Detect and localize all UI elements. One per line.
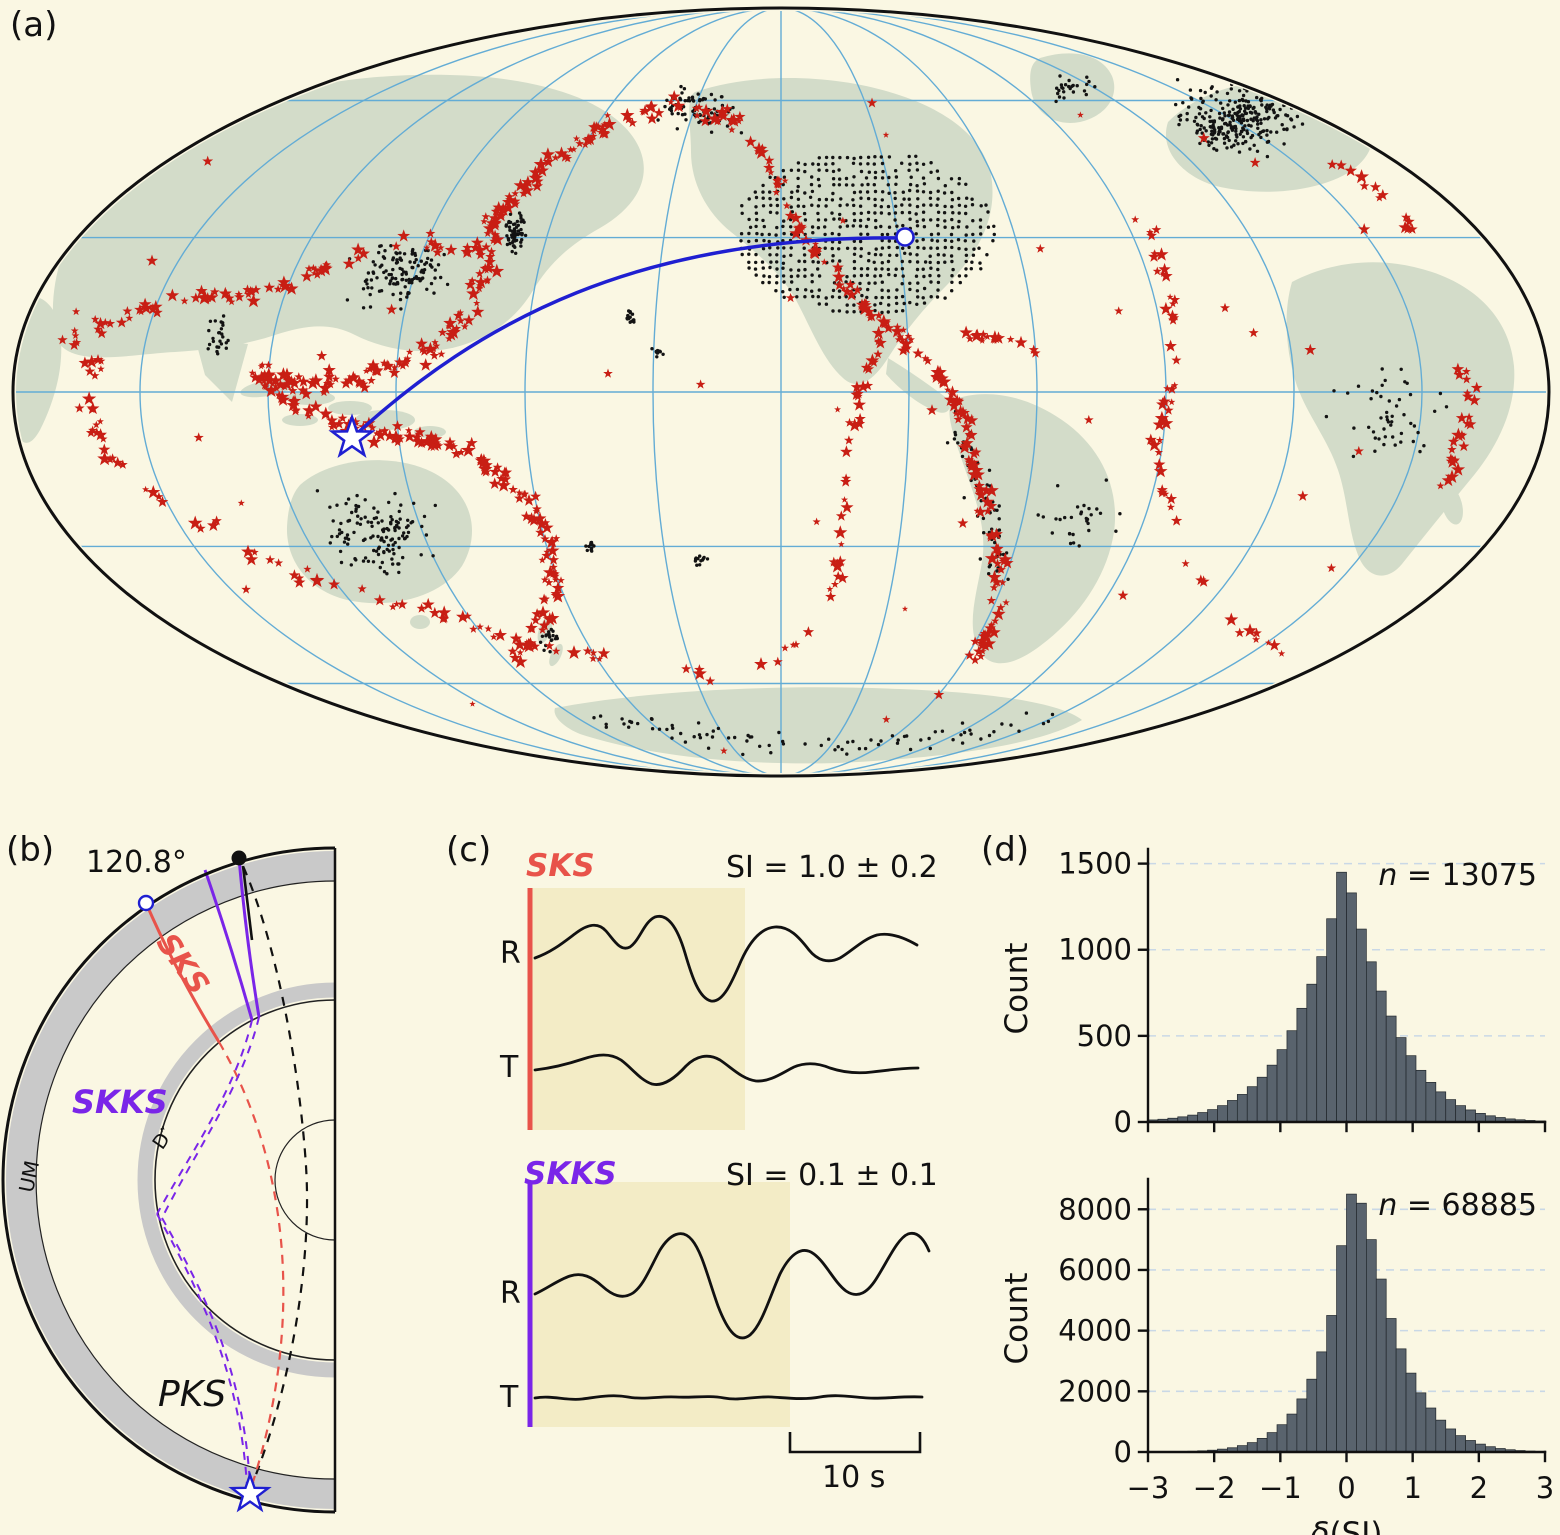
histogram-skks: 0 2000 4000 6000 8000 −3 −2 −1 0 1 2 3 Count n = 6888… [999,1177,1554,1535]
panel-d-label: (d) [981,830,1030,870]
y-axis-title: Count [999,942,1035,1034]
section-outline [1,846,336,1514]
panel-a-label: (a) [10,5,58,45]
panel-c-label: (c) [446,830,492,870]
station-dot [231,850,247,866]
d-double-prime-band [137,982,336,1378]
inner-core [274,1119,336,1241]
skks-si-value: SI = 0.1 ± 0.1 [726,1158,938,1193]
sample-count-annotation: n = 68885 [1378,1188,1537,1223]
sks-si-value: SI = 1.0 ± 0.2 [726,850,938,885]
y-axis-title: Count [999,1272,1035,1364]
svg-text:6000: 6000 [1058,1253,1132,1287]
svg-text:1500: 1500 [1058,847,1132,881]
radial-label-skks: R [500,1276,521,1311]
svg-text:0: 0 [1114,1105,1132,1139]
svg-text:1000: 1000 [1058,933,1132,967]
receiver-open-circle [137,894,155,912]
svg-text:0: 0 [1337,1471,1355,1505]
axes: 0 2000 4000 6000 8000 −3 −2 −1 0 1 2 3 [1058,1177,1554,1505]
radial-waveform-skks [533,1231,931,1340]
svg-text:−2: −2 [1193,1471,1236,1505]
time-scale-bar [788,1432,922,1454]
radial-label-sks: R [500,936,521,971]
svg-text:4000: 4000 [1058,1314,1132,1348]
upper-mantle-band [6,851,336,1509]
skks-ray-core [161,1016,260,1219]
x-axis-title: δ(SI) [1311,1516,1383,1535]
svg-text:500: 500 [1077,1019,1132,1053]
sks-window-highlight [532,888,745,1130]
earth-cross-section [1,846,337,1514]
skks-phase-label-section: SKKS [72,1083,168,1121]
map-outline [11,6,1551,778]
sample-count-annotation: n = 13075 [1378,858,1537,893]
svg-text:−1: −1 [1259,1471,1302,1505]
svg-text:1: 1 [1403,1471,1421,1505]
panel-b-label: (b) [6,830,55,870]
sks-phase-label-wave: SKS [526,848,595,884]
transverse-waveform-sks [533,1053,920,1086]
histogram-bars [1147,1193,1546,1453]
histogram-bars [1147,871,1546,1123]
radial-waveform-sks [533,914,919,1003]
skks-window-highlight [532,1182,790,1427]
svg-text:−3: −3 [1127,1471,1170,1505]
transverse-waveform-skks [533,1394,924,1401]
waveform-panel [527,888,931,1454]
world-map [11,6,1551,778]
transverse-label-skks: T [500,1380,519,1415]
svg-text:2: 2 [1470,1471,1488,1505]
receiver-circle-marker [895,227,915,247]
sks-ray [144,902,221,1043]
epicentral-distance-label: 120.8° [86,845,187,880]
transverse-label-sks: T [500,1050,519,1085]
svg-text:3: 3 [1536,1471,1554,1505]
svg-text:8000: 8000 [1058,1192,1132,1226]
svg-text:0: 0 [1114,1435,1132,1469]
svg-text:2000: 2000 [1058,1374,1132,1408]
great-circle-path [350,236,904,440]
histogram-sks: 0 500 1000 1500 Count n = 13075 [999,847,1547,1139]
pks-phase-label-section: PKS [158,1374,227,1415]
sks-ray-core [218,1041,285,1489]
skks-phase-label-wave: SKKS [524,1156,617,1192]
skks-ray [237,857,261,1018]
pks-ray [241,865,309,1491]
time-scale-label: 10 s [822,1460,886,1495]
axes: 0 500 1000 1500 [1058,847,1547,1139]
